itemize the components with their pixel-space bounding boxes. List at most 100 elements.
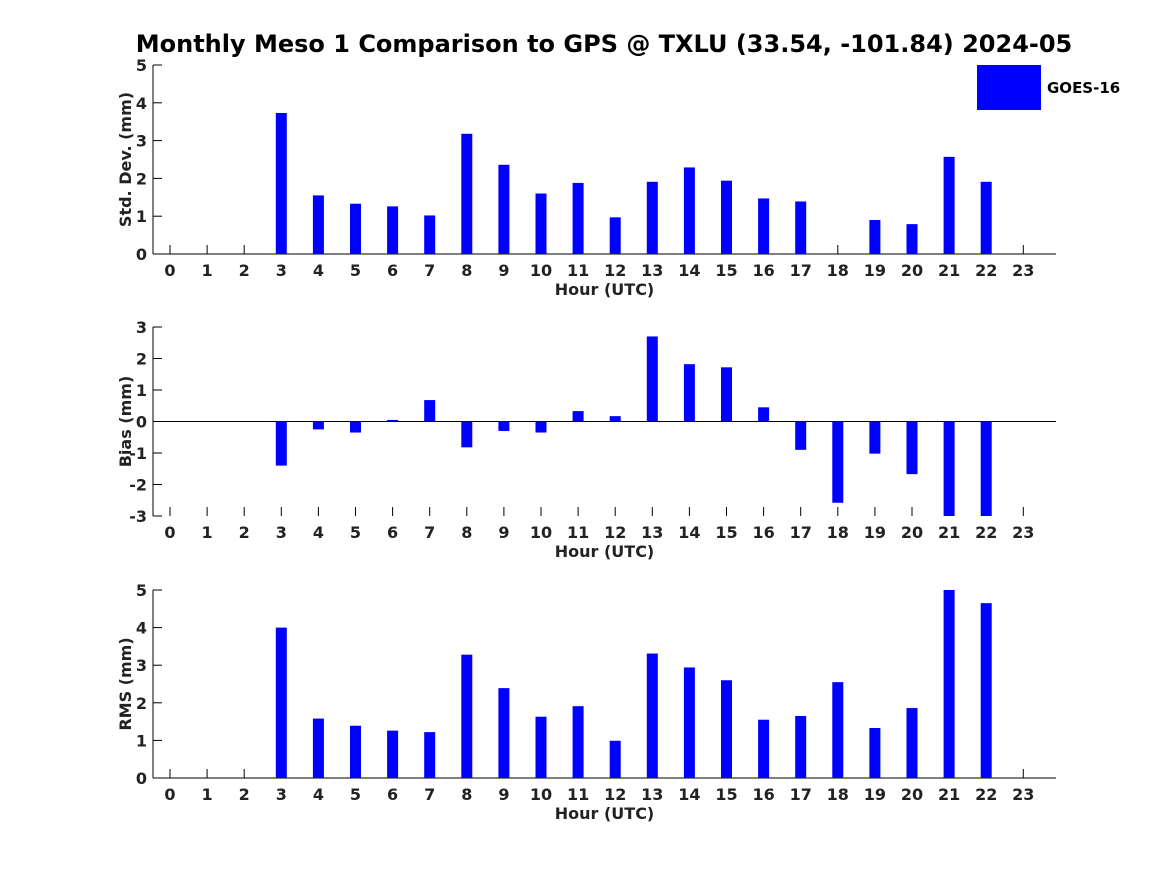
bar-hour-10 (535, 421, 547, 433)
x-tick-label: 13 (641, 523, 663, 542)
x-tick-label: 13 (641, 785, 663, 804)
x-tick-label: 4 (313, 785, 324, 804)
bar-hour-10 (535, 193, 547, 254)
x-tick-label: 12 (604, 523, 626, 542)
x-tick-label: 12 (604, 785, 626, 804)
x-tick-label: 1 (202, 523, 213, 542)
bar-hour-18 (832, 421, 844, 503)
x-tick-label: 10 (530, 523, 552, 542)
bar-hour-8 (461, 133, 473, 254)
bar-hour-14 (683, 167, 695, 254)
bar-hour-5 (350, 421, 361, 433)
x-tick-label: 14 (678, 261, 700, 280)
x-tick-label: 17 (790, 523, 812, 542)
legend-label-goes-16: GOES-16 (1047, 79, 1120, 97)
bar-hour-13 (646, 653, 658, 778)
x-tick-label: 23 (1012, 523, 1034, 542)
x-tick-label: 7 (424, 261, 435, 280)
legend-swatch-goes-16 (977, 65, 1041, 110)
y-tick-label: 2 (136, 694, 147, 713)
bar-hour-6 (387, 730, 399, 778)
x-tick-label: 9 (498, 261, 509, 280)
bar-hour-8 (461, 421, 473, 448)
bar-hour-5 (350, 725, 361, 778)
bar-hour-7 (424, 400, 436, 422)
bar-hour-20 (906, 224, 918, 254)
y-axis-label: Std. Dev. (mm) (116, 92, 135, 227)
bar-hour-22 (980, 181, 992, 254)
y-tick-label: 1 (136, 731, 147, 750)
bar-hour-22 (980, 603, 992, 778)
x-axis-label: Hour (UTC) (555, 280, 655, 299)
x-tick-label: 17 (790, 261, 812, 280)
y-tick-label: 1 (136, 207, 147, 226)
bar-hour-18 (832, 682, 844, 778)
y-tick-label: -3 (129, 507, 147, 526)
bar-hour-21 (943, 156, 955, 254)
x-tick-label: 19 (864, 261, 886, 280)
x-tick-label: 22 (975, 261, 997, 280)
x-tick-label: 14 (678, 523, 700, 542)
x-tick-label: 11 (567, 785, 589, 804)
x-tick-label: 0 (164, 785, 175, 804)
x-tick-label: 21 (938, 785, 960, 804)
x-tick-label: 7 (424, 523, 435, 542)
x-tick-label: 18 (827, 523, 849, 542)
x-tick-label: 16 (752, 523, 774, 542)
bar-hour-16 (758, 407, 770, 422)
x-tick-label: 21 (938, 261, 960, 280)
x-tick-label: 4 (313, 261, 324, 280)
x-tick-label: 21 (938, 523, 960, 542)
bar-hour-7 (424, 732, 436, 778)
x-tick-label: 7 (424, 785, 435, 804)
x-tick-label: 3 (276, 785, 287, 804)
y-tick-label: 3 (136, 656, 147, 675)
bar-hour-7 (424, 215, 436, 254)
legend: GOES-16 (977, 65, 1120, 110)
x-tick-label: 5 (350, 261, 361, 280)
x-tick-label: 9 (498, 785, 509, 804)
x-tick-label: 15 (715, 261, 737, 280)
x-tick-label: 15 (715, 523, 737, 542)
bar-hour-3 (275, 421, 287, 466)
y-tick-label: 2 (136, 169, 147, 188)
bar-hour-13 (646, 181, 658, 254)
x-tick-label: 23 (1012, 261, 1034, 280)
x-axis-label: Hour (UTC) (555, 542, 655, 561)
bar-hour-5 (350, 203, 361, 254)
y-tick-label: 3 (136, 132, 147, 151)
x-tick-label: 14 (678, 785, 700, 804)
y-tick-label: 5 (136, 56, 147, 75)
y-tick-label: 3 (136, 318, 147, 337)
y-tick-label: 1 (136, 381, 147, 400)
y-tick-label: 0 (136, 413, 147, 432)
bar-hour-20 (906, 708, 918, 778)
bar-hour-12 (609, 217, 621, 254)
y-axis-label: Bias (mm) (116, 376, 135, 468)
x-tick-label: 16 (752, 261, 774, 280)
x-tick-label: 5 (350, 785, 361, 804)
bar-hour-3 (275, 627, 287, 778)
bar-hour-15 (721, 367, 732, 422)
bar-hour-17 (795, 715, 807, 778)
x-tick-label: 16 (752, 785, 774, 804)
y-tick-label: -2 (129, 476, 147, 495)
y-tick-label: 4 (136, 619, 147, 638)
x-tick-label: 2 (239, 523, 250, 542)
bar-hour-19 (869, 421, 881, 454)
x-tick-label: 6 (387, 261, 398, 280)
bar-hour-21 (943, 421, 955, 516)
x-axis-label: Hour (UTC) (555, 804, 655, 823)
y-tick-label: 2 (136, 350, 147, 369)
x-tick-label: 19 (864, 523, 886, 542)
bar-hour-14 (683, 364, 695, 422)
x-tick-label: 17 (790, 785, 812, 804)
bar-hour-16 (758, 198, 770, 254)
x-tick-label: 22 (975, 523, 997, 542)
x-tick-label: 15 (715, 785, 737, 804)
bar-hour-22 (980, 421, 992, 516)
